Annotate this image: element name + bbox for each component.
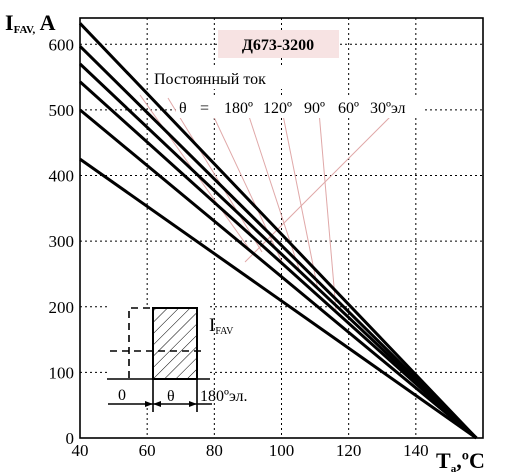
x-unit-tail: ,ºC — [456, 448, 485, 473]
x-tick-label-3: 100 — [269, 441, 295, 460]
series-line-4 — [79, 108, 478, 440]
series-line-1 — [78, 45, 478, 440]
series-group — [78, 22, 478, 440]
inset-current-main: I — [209, 315, 215, 336]
x-axis-unit: Ta,ºC — [436, 448, 485, 475]
x-unit-main: T — [436, 448, 451, 473]
legend-leader-6 — [244, 114, 393, 263]
legend-leader-5 — [317, 99, 337, 311]
legend-entry-4: 30ºэл — [370, 100, 406, 117]
legend-equals: = — [200, 100, 209, 117]
y-tick-label-6: 600 — [49, 35, 75, 54]
legend-theta: θ — [179, 100, 187, 117]
y-tick-labels: 0 100 200 300 400 500 600 — [49, 35, 75, 448]
x-tick-label-1: 60 — [139, 441, 156, 460]
legend-leader-1 — [167, 97, 263, 253]
inset-dashed-outline — [128, 307, 153, 378]
y-axis-unit: IFAV, A — [5, 10, 56, 36]
inset-theta-label: θ — [167, 388, 175, 405]
y-tick-label-5: 500 — [49, 101, 75, 120]
model-label-box — [218, 30, 339, 58]
legend-entries: 180º 120º 90º 60º 30ºэл — [224, 100, 406, 117]
inset-arrow-left — [145, 401, 153, 407]
y-tick-label-3: 300 — [49, 232, 75, 251]
legend-entry-0: 180º — [224, 100, 253, 117]
x-tick-label-5: 140 — [403, 441, 429, 460]
legend-row-bg — [176, 96, 424, 118]
y-tick-label-4: 400 — [49, 167, 75, 186]
inset-current-label: IFAV — [209, 315, 234, 337]
x-tick-label-2: 80 — [206, 441, 223, 460]
x-tick-labels: 40 60 80 100 120 140 — [72, 441, 429, 460]
x-tick-label-0: 40 — [72, 441, 89, 460]
inset-arrow-mid — [153, 401, 161, 407]
inset-period-label: 180ºэл. — [200, 388, 248, 405]
y-tick-label-0: 0 — [66, 429, 75, 448]
x-unit-sub: a — [451, 463, 457, 475]
legend-entry-3: 60º — [338, 100, 359, 117]
legend-heading-bg — [150, 67, 325, 89]
y-tick-label-1: 100 — [49, 363, 75, 382]
legend-leader-4 — [279, 99, 319, 291]
x-tick-label-4: 120 — [336, 441, 362, 460]
y-unit-tail: A — [35, 10, 55, 35]
waveform-inset: 0 θ 180ºэл. IFAV — [107, 306, 248, 412]
y-tick-label-2: 200 — [49, 298, 75, 317]
inset-arrow-right — [189, 401, 197, 407]
series-line-0 — [78, 22, 478, 440]
legend-heading: Постоянный ток — [154, 71, 266, 88]
inset-pulse — [152, 307, 198, 380]
y-unit-sub: FAV, — [14, 24, 36, 36]
legend-entry-2: 90º — [304, 100, 325, 117]
plot-frame — [79, 17, 484, 439]
series-line-2 — [78, 62, 478, 440]
inset-zero-label: 0 — [118, 387, 126, 404]
inset-current-sub: FAV — [215, 326, 234, 337]
legend-entry-1: 120º — [263, 100, 292, 117]
model-label: Д673-3200 — [242, 37, 314, 54]
series-line-3 — [78, 80, 478, 440]
series-line-5 — [79, 157, 478, 440]
y-unit-main: I — [5, 10, 14, 35]
